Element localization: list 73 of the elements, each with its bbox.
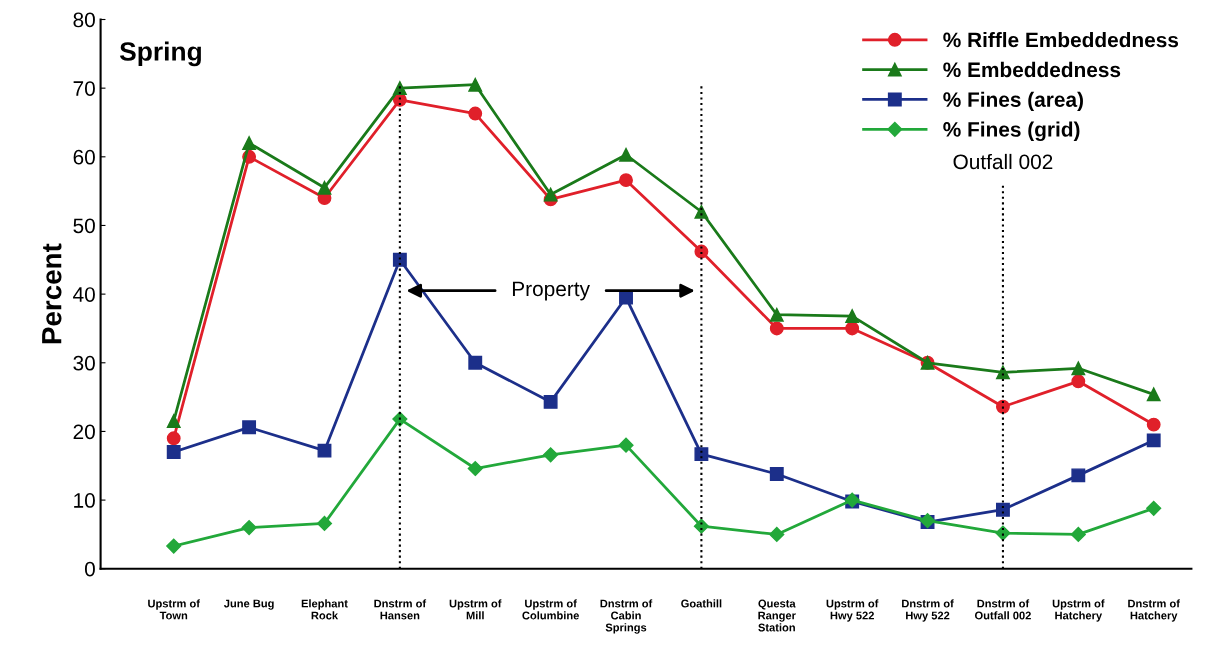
point [1146,417,1161,432]
annotation: Property [512,281,590,301]
point [769,307,784,322]
point [619,173,633,188]
text: Spring [119,41,201,67]
point [1146,433,1161,448]
x-tick-label: Upstrm of Hwy 522 [826,599,879,622]
x-tick-label: June Bug [223,599,274,610]
y-tick-label: 40 [73,287,95,302]
point [619,290,633,305]
point [769,467,784,481]
y-tick-label: 50 [73,218,95,234]
point [392,252,407,267]
point [543,187,558,202]
point [995,399,1010,414]
point [166,538,182,554]
y-tick-label: 80 [73,12,95,28]
point [543,394,558,409]
point [618,437,634,453]
point [166,414,181,429]
point [543,447,559,463]
point [468,106,483,121]
point [316,515,333,532]
x-tick-label: Upstrm of Town [148,599,200,620]
point [317,443,332,458]
point [845,321,860,336]
ref-line-label: Outfall 002 [953,153,1053,170]
point [468,77,483,92]
point [166,431,181,446]
legend-label: % Riffle Embeddedness [943,32,1179,48]
point [166,445,181,459]
x-tick-label: Questa Ranger Station [758,599,796,632]
y-tick-label: 60 [73,149,95,165]
point [317,180,332,195]
point [1146,387,1161,402]
y-tick-label: 10 [74,493,95,508]
x-tick-label: Dnstrm of Hatchery [1128,599,1180,622]
x-tick-label: Dnstrm of Hwy 522 [902,599,954,622]
point [619,147,633,162]
x-tick-label: Upstrm of Columbine [522,599,579,620]
point [242,136,257,151]
point [1071,374,1086,389]
point [769,321,784,336]
x-tick-label: Dnstrm of Hansen [374,599,427,620]
point [694,204,709,219]
point [1071,361,1086,376]
x-tick-label: Dnstrm of Cabin Springs [600,599,653,634]
point [1071,468,1086,483]
y-tick-label: 0 [84,561,95,577]
point [1146,500,1162,516]
x-tick-label: Dnstrm of Outfall 002 [974,599,1031,620]
y-tick-label: 20 [73,424,95,440]
y-axis-title: Percent [42,243,62,344]
point [1070,526,1086,542]
point [769,526,785,542]
point [693,518,709,534]
point [694,447,709,462]
point [241,519,257,536]
point [845,309,860,324]
point [694,244,709,259]
point [468,355,483,370]
x-tick-label: Elephant Rock [301,599,348,620]
x-tick-label: Upstrm of Mill [449,599,502,620]
legend-label: % Fines (area) [943,91,1083,112]
x-tick-label: Upstrm of Hatchery [1052,599,1105,622]
point [467,460,483,477]
legend-label: % Fines (grid) [943,121,1080,142]
y-tick-label: 30 [73,355,95,371]
x-tick-label: Goathill [681,599,722,608]
legend-label: % Embeddedness [943,61,1121,78]
point [242,420,257,435]
point [995,502,1010,517]
y-tick-label: 70 [73,81,95,96]
